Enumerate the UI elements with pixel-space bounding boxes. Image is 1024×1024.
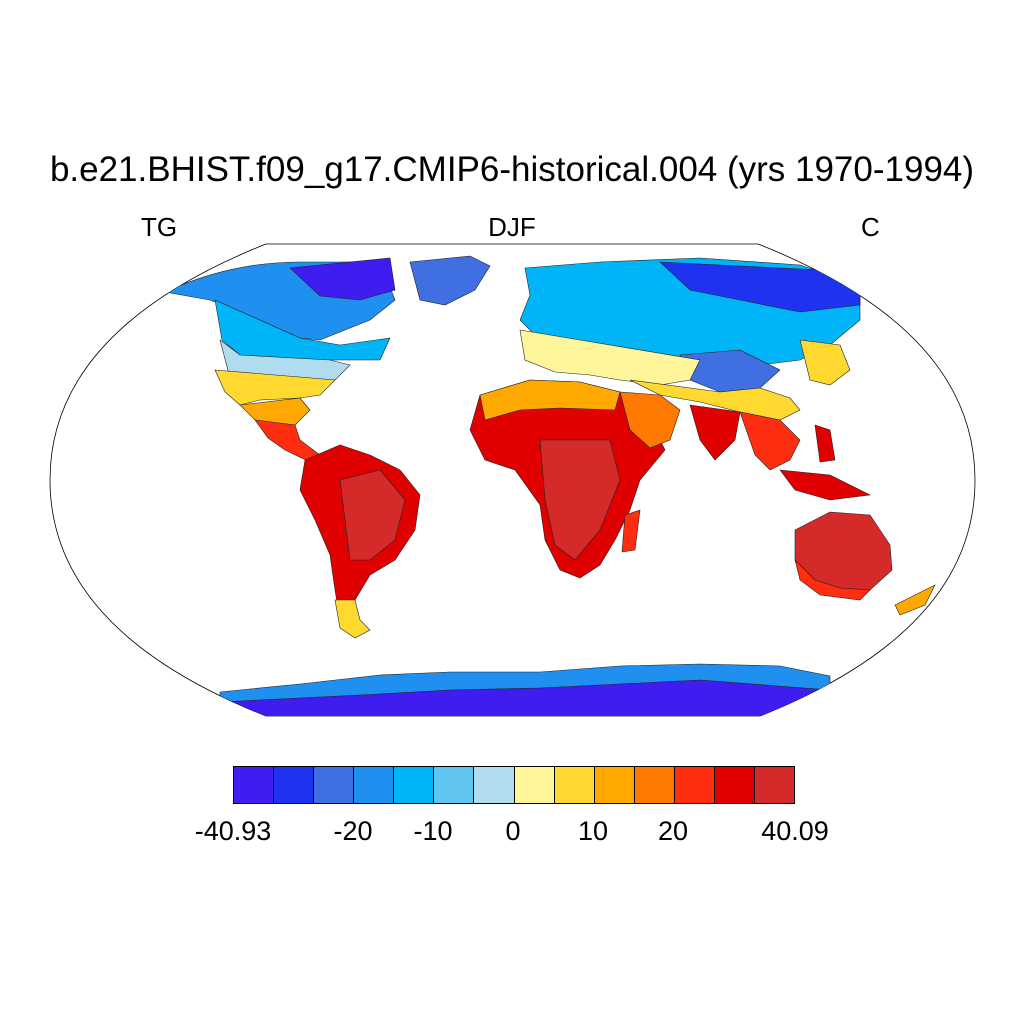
colorbar-tick-label: 10 xyxy=(577,816,609,846)
map-title: b.e21.BHIST.f09_g17.CMIP6-historical.004… xyxy=(49,150,975,189)
colorbar-swatch-0 xyxy=(234,767,275,803)
colorbar-tick-label: -10 xyxy=(413,816,453,846)
colorbar-tick-label: 0 xyxy=(505,816,521,846)
colorbar-tick-label: -40.93 xyxy=(194,816,272,846)
colorbar xyxy=(233,766,795,804)
south-asia-landmass xyxy=(619,391,872,501)
africa-landmass xyxy=(469,379,666,579)
colorbar-tick-label: -20 xyxy=(333,816,373,846)
colorbar-tick-label: 40.09 xyxy=(761,816,829,846)
colorbar-swatch-1 xyxy=(274,767,315,803)
australia-landmass xyxy=(794,511,936,616)
colorbar-swatch-6 xyxy=(474,767,515,803)
colorbar-swatch-9 xyxy=(594,767,635,803)
colorbar-swatch-13 xyxy=(755,767,795,803)
eurasia-landmass xyxy=(519,257,861,421)
colorbar-swatch-5 xyxy=(434,767,475,803)
colorbar-swatch-8 xyxy=(554,767,595,803)
colorbar-swatch-2 xyxy=(314,767,355,803)
colorbar-swatch-7 xyxy=(514,767,555,803)
colorbar-swatch-11 xyxy=(674,767,715,803)
units-label: C xyxy=(861,212,880,242)
north-america-landmass xyxy=(164,255,491,463)
antarctica-landmass xyxy=(199,663,831,716)
colorbar-swatch-4 xyxy=(394,767,435,803)
colorbar-swatch-3 xyxy=(354,767,395,803)
season-label: DJF xyxy=(488,212,536,242)
variable-label: TG xyxy=(141,212,178,242)
colorbar-swatch-10 xyxy=(634,767,675,803)
south-america-landmass xyxy=(299,444,421,639)
colorbar-swatch-12 xyxy=(714,767,756,803)
colorbar-tick-label: 20 xyxy=(657,816,689,846)
